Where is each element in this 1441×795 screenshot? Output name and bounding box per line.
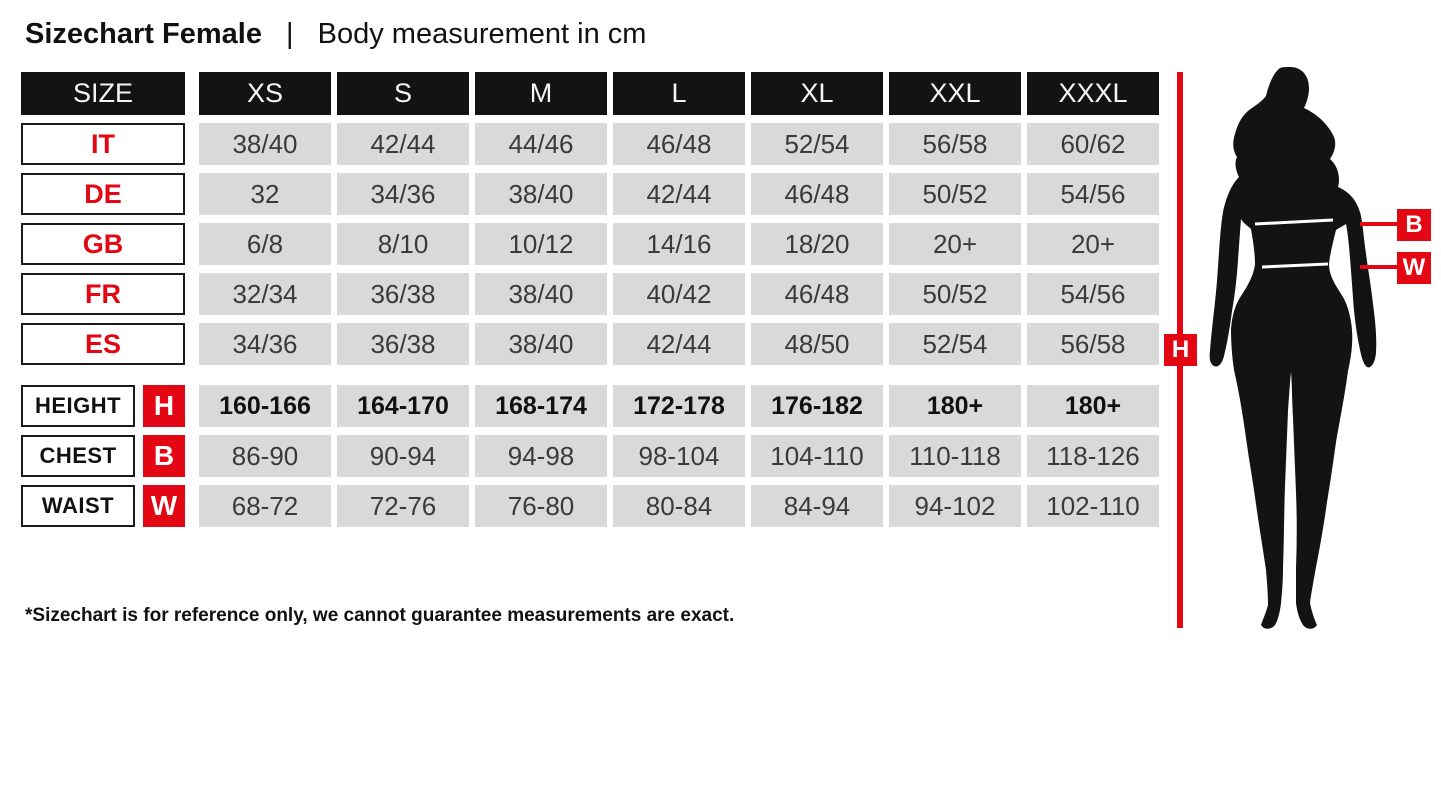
waist-connector-line	[1360, 265, 1397, 269]
col-header-size: SIZE	[21, 72, 185, 115]
col-header-l: L	[613, 72, 745, 115]
figure-height-badge: H	[1164, 334, 1197, 366]
figure-bust-badge: B	[1397, 209, 1431, 241]
figure-waist-badge: W	[1397, 252, 1431, 284]
table-cell: 164-170	[337, 385, 469, 427]
height-label-box: HEIGHT	[21, 385, 135, 427]
table-cell: 60/62	[1027, 123, 1159, 165]
table-cell: 32/34	[199, 273, 331, 315]
row-label-de: DE	[21, 173, 185, 215]
table-cell: 50/52	[889, 173, 1021, 215]
col-header-xs: XS	[199, 72, 331, 115]
table-cell: 98-104	[613, 435, 745, 477]
table-cell: 38/40	[475, 173, 607, 215]
waist-letter-badge: W	[143, 485, 185, 527]
table-cell: 46/48	[751, 273, 883, 315]
table-cell: 56/58	[1027, 323, 1159, 365]
table-cell: 104-110	[751, 435, 883, 477]
table-cell: 180+	[889, 385, 1021, 427]
table-cell: 42/44	[613, 173, 745, 215]
sizechart-table: SIZE XS S M L XL XXL XXXL IT 38/40 42/44…	[21, 72, 1159, 527]
table-cell: 52/54	[889, 323, 1021, 365]
table-cell: 118-126	[1027, 435, 1159, 477]
table-cell: 56/58	[889, 123, 1021, 165]
row-label-gb: GB	[21, 223, 185, 265]
row-label-es: ES	[21, 323, 185, 365]
waist-line	[1261, 262, 1329, 269]
table-cell: 10/12	[475, 223, 607, 265]
row-label-height: HEIGHT H	[21, 385, 185, 427]
table-cell: 46/48	[751, 173, 883, 215]
table-cell: 42/44	[337, 123, 469, 165]
table-cell: 8/10	[337, 223, 469, 265]
table-cell: 54/56	[1027, 273, 1159, 315]
chest-label-box: CHEST	[21, 435, 135, 477]
table-section-divider	[21, 373, 1159, 377]
table-cell: 20+	[1027, 223, 1159, 265]
table-cell: 14/16	[613, 223, 745, 265]
chest-letter-badge: B	[143, 435, 185, 477]
table-cell: 72-76	[337, 485, 469, 527]
row-label-it: IT	[21, 123, 185, 165]
page-title: Sizechart Female | Body measurement in c…	[25, 18, 646, 51]
table-cell: 94-102	[889, 485, 1021, 527]
height-letter-badge: H	[143, 385, 185, 427]
table-cell: 110-118	[889, 435, 1021, 477]
table-cell: 46/48	[613, 123, 745, 165]
table-cell: 172-178	[613, 385, 745, 427]
table-cell: 176-182	[751, 385, 883, 427]
table-cell: 42/44	[613, 323, 745, 365]
table-cell: 36/38	[337, 323, 469, 365]
table-cell: 50/52	[889, 273, 1021, 315]
table-cell: 86-90	[199, 435, 331, 477]
bust-connector-line	[1360, 222, 1397, 226]
table-cell: 38/40	[475, 323, 607, 365]
table-cell: 32	[199, 173, 331, 215]
table-cell: 84-94	[751, 485, 883, 527]
table-cell: 160-166	[199, 385, 331, 427]
table-cell: 80-84	[613, 485, 745, 527]
table-cell: 40/42	[613, 273, 745, 315]
col-header-xxl: XXL	[889, 72, 1021, 115]
row-label-fr: FR	[21, 273, 185, 315]
table-cell: 168-174	[475, 385, 607, 427]
table-cell: 52/54	[751, 123, 883, 165]
table-cell: 36/38	[337, 273, 469, 315]
table-cell: 34/36	[337, 173, 469, 215]
table-cell: 76-80	[475, 485, 607, 527]
table-cell: 34/36	[199, 323, 331, 365]
col-header-m: M	[475, 72, 607, 115]
col-header-s: S	[337, 72, 469, 115]
female-silhouette-icon	[1209, 67, 1377, 629]
table-cell: 54/56	[1027, 173, 1159, 215]
row-label-chest: CHEST B	[21, 435, 185, 477]
title-main: Sizechart Female	[25, 18, 262, 50]
table-cell: 94-98	[475, 435, 607, 477]
title-subtitle: Body measurement in cm	[317, 18, 647, 50]
table-cell: 38/40	[475, 273, 607, 315]
table-cell: 90-94	[337, 435, 469, 477]
table-cell: 44/46	[475, 123, 607, 165]
table-cell: 68-72	[199, 485, 331, 527]
table-cell: 48/50	[751, 323, 883, 365]
table-cell: 18/20	[751, 223, 883, 265]
title-separator: |	[286, 18, 294, 50]
disclaimer-text: *Sizechart is for reference only, we can…	[25, 605, 735, 626]
table-cell: 20+	[889, 223, 1021, 265]
bust-line	[1254, 218, 1334, 226]
col-header-xl: XL	[751, 72, 883, 115]
table-cell: 6/8	[199, 223, 331, 265]
row-label-waist: WAIST W	[21, 485, 185, 527]
table-cell: 38/40	[199, 123, 331, 165]
table-cell: 102-110	[1027, 485, 1159, 527]
waist-label-box: WAIST	[21, 485, 135, 527]
table-cell: 180+	[1027, 385, 1159, 427]
col-header-xxxl: XXXL	[1027, 72, 1159, 115]
